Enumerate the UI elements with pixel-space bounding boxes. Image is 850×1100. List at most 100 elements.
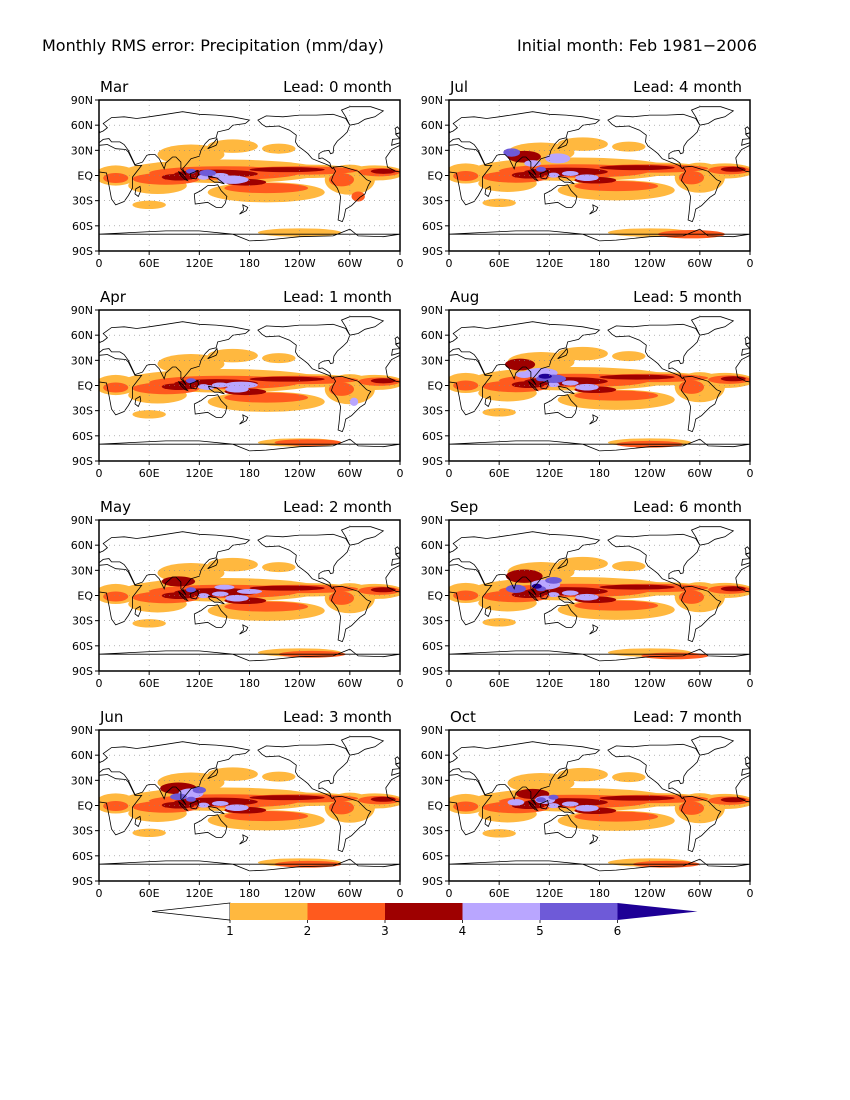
error-region (103, 382, 129, 393)
error-region (132, 619, 166, 628)
error-region (531, 583, 542, 589)
error-region (161, 576, 196, 587)
lon-tick-label: 120W (284, 887, 316, 900)
lat-tick-label: 90N (421, 514, 443, 527)
lon-tick-label: 60E (489, 887, 510, 900)
coastlines (99, 526, 400, 662)
error-region (453, 801, 479, 812)
lat-tick-label: EQ (427, 170, 443, 183)
error-region (511, 591, 546, 599)
error-region (225, 594, 249, 602)
error-region (453, 590, 479, 601)
error-region (561, 590, 579, 596)
error-region (328, 591, 355, 605)
lat-tick-label: 30N (421, 144, 443, 157)
panel-month-label: Jun (99, 708, 123, 726)
error-region (161, 592, 196, 600)
error-region (574, 390, 659, 401)
error-region (161, 173, 196, 181)
lon-tick-label: 0 (446, 257, 453, 270)
lon-tick-label: 120E (185, 677, 213, 690)
lon-tick-label: 0 (747, 467, 754, 480)
panel-lead-label: Lead: 0 month (283, 78, 392, 96)
error-region (201, 384, 215, 391)
error-region (328, 172, 355, 187)
lon-tick-label: 60E (489, 257, 510, 270)
error-region (575, 174, 599, 182)
lat-tick-label: 60N (421, 329, 443, 342)
lat-tick-label: 60N (71, 119, 93, 132)
colorbar-segment (230, 903, 308, 920)
error-region (557, 137, 608, 151)
lon-tick-label: 120W (284, 257, 316, 270)
initial-month-label: Initial month: Feb 1981−2006 (517, 36, 757, 55)
error-region (561, 170, 579, 177)
lon-tick-label: 180 (589, 887, 610, 900)
lon-tick-label: 120E (185, 887, 213, 900)
error-region (103, 800, 129, 812)
lat-tick-label: 60S (422, 850, 443, 863)
lat-tick-label: 30N (71, 354, 93, 367)
lon-tick-label: 60W (337, 887, 362, 900)
lat-tick-label: 90S (72, 455, 93, 468)
gridlines (99, 310, 400, 461)
lat-tick-label: 30S (72, 825, 93, 838)
panel-lead-label: Lead: 2 month (283, 498, 392, 516)
lon-tick-label: 60W (337, 677, 362, 690)
lat-tick-label: 90S (422, 665, 443, 678)
lon-tick-label: 60E (139, 887, 160, 900)
error-region (103, 591, 129, 602)
error-region (505, 358, 536, 371)
error-region (185, 796, 196, 802)
error-region (197, 802, 210, 808)
lon-tick-label: 60E (139, 467, 160, 480)
error-region (328, 800, 355, 815)
error-region (599, 795, 675, 801)
error-region (185, 587, 196, 593)
error-region (720, 376, 746, 382)
colorbar: 1 2 3 4 5 6 (151, 902, 698, 938)
lon-tick-label: 0 (397, 257, 404, 270)
lat-tick-label: EQ (77, 590, 93, 603)
panel-lead-label: Lead: 6 month (633, 498, 742, 516)
precip-error-field (99, 139, 400, 237)
error-region (274, 439, 342, 446)
error-region (612, 351, 646, 362)
error-region (505, 569, 543, 583)
lat-tick-label: 90N (71, 724, 93, 737)
error-region (211, 382, 229, 388)
colorbar-label: 2 (304, 924, 312, 938)
coastlines (449, 316, 750, 452)
lon-tick-label: 0 (96, 887, 103, 900)
error-region (678, 801, 705, 815)
error-region (511, 381, 546, 389)
lat-tick-label: 30S (72, 195, 93, 208)
error-region (482, 618, 516, 627)
colorbar-segment (540, 903, 618, 920)
error-region (678, 380, 705, 394)
lon-tick-label: 0 (397, 467, 404, 480)
lon-tick-label: 60W (687, 887, 712, 900)
lon-tick-label: 120E (535, 467, 563, 480)
error-region (225, 804, 249, 812)
panel-lead-label: Lead: 5 month (633, 288, 742, 306)
error-region (678, 170, 705, 185)
lat-tick-label: 90S (422, 245, 443, 258)
lon-tick-label: 120E (185, 257, 213, 270)
lat-tick-label: 30N (421, 774, 443, 787)
error-region (207, 139, 258, 153)
lat-tick-label: 60S (72, 430, 93, 443)
panel-month-label: Aug (450, 288, 479, 306)
lon-tick-label: 120E (535, 677, 563, 690)
gridlines (449, 520, 750, 671)
colorbar-max-arrow (617, 903, 698, 920)
error-region (214, 584, 235, 590)
error-region (575, 804, 599, 812)
lon-tick-label: 0 (446, 467, 453, 480)
lat-tick-label: 60N (421, 749, 443, 762)
precip-error-field (99, 557, 400, 658)
